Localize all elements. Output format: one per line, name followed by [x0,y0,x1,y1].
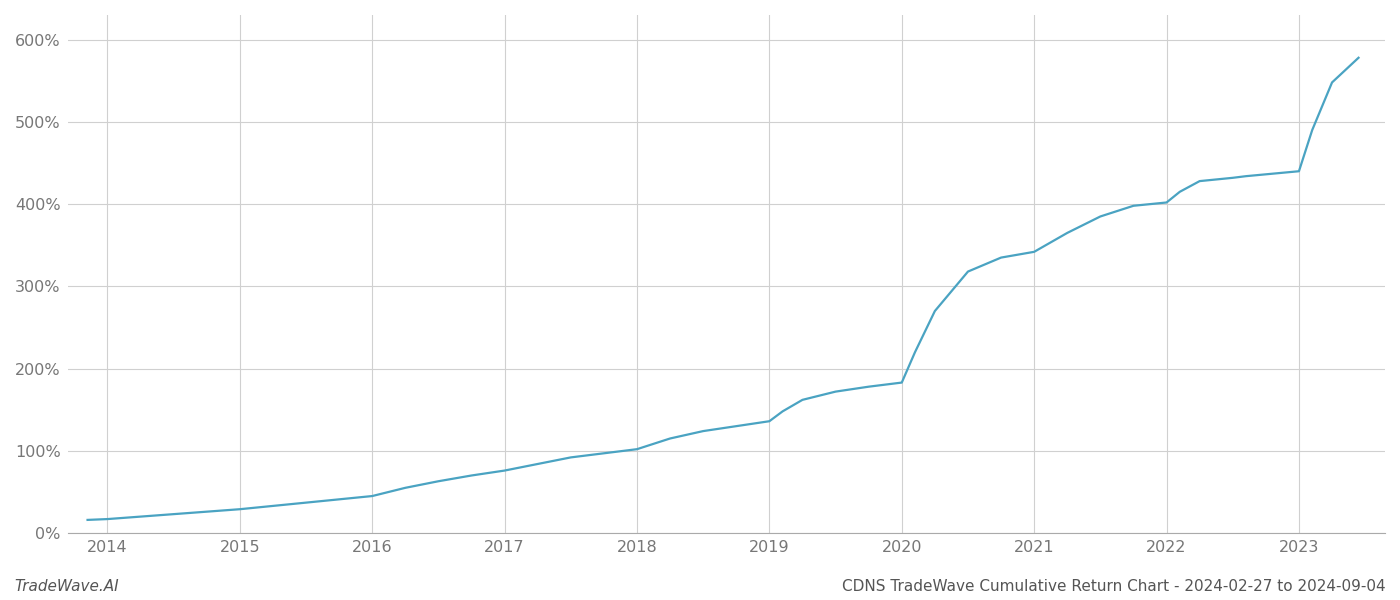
Text: CDNS TradeWave Cumulative Return Chart - 2024-02-27 to 2024-09-04: CDNS TradeWave Cumulative Return Chart -… [843,579,1386,594]
Text: TradeWave.AI: TradeWave.AI [14,579,119,594]
